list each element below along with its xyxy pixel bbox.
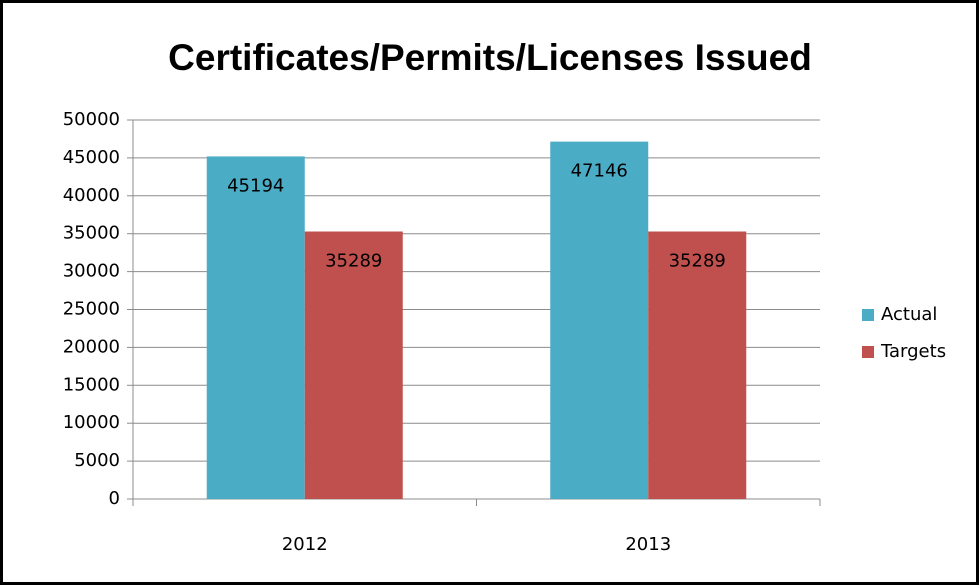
y-tick-label: 20000 [63,336,120,357]
legend-swatch [862,309,874,321]
x-tick-label: 2013 [625,534,671,555]
y-tick-label: 40000 [63,185,120,206]
data-label: 45194 [227,175,284,196]
legend-label: Actual [881,304,937,325]
y-tick-label: 0 [109,488,120,509]
bar [206,156,305,499]
y-tick-label: 50000 [63,109,120,130]
y-tick-label: 25000 [63,299,120,320]
bar [550,141,649,500]
bar [648,231,747,499]
data-label: 47146 [571,161,628,182]
legend-swatch [862,346,874,358]
data-label: 35289 [325,251,382,272]
data-label: 35289 [669,251,726,272]
y-tick-label: 15000 [63,374,120,395]
y-tick-label: 5000 [74,450,120,471]
y-tick-label: 35000 [63,223,120,244]
chart-title: Certificates/Permits/Licenses Issued [168,37,812,78]
y-tick-label: 45000 [63,147,120,168]
y-tick-label: 10000 [63,412,120,433]
y-tick-label: 30000 [63,261,120,282]
legend-label: Targets [880,341,946,362]
bar [304,231,403,499]
x-tick-label: 2012 [282,534,328,555]
